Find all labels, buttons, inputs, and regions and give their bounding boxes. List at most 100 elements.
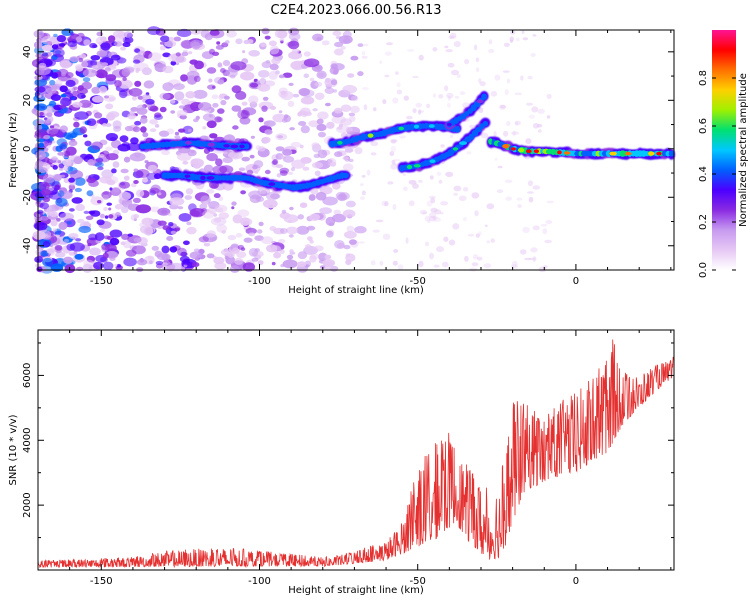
spectrogram-noise-cell <box>72 101 83 108</box>
spectrogram-noise-cell <box>105 74 117 82</box>
spectrogram-noise-cell <box>192 262 200 268</box>
spectrogram-noise-cell <box>447 95 451 101</box>
spectrogram-noise-cell <box>51 44 59 50</box>
spectrogram-noise-cell <box>340 118 352 126</box>
x-tick-label: -50 <box>410 276 426 287</box>
spectrogram-noise-cell <box>180 39 195 49</box>
spectrogram-noise-cell <box>174 135 181 139</box>
spectrogram-noise-cell <box>287 171 294 175</box>
spectrogram-noise-cell <box>49 157 59 164</box>
spectrogram-noise-cell <box>162 225 170 231</box>
spectrogram-noise-cell <box>123 257 137 267</box>
spectrogram-noise-cell <box>42 241 51 248</box>
spectrogram-noise-cell <box>133 62 149 72</box>
spectrogram-noise-cell <box>186 226 197 235</box>
spectrogram-noise-cell <box>480 132 489 139</box>
x-tick-label: 0 <box>573 276 579 287</box>
spectrogram-noise-cell <box>315 191 327 201</box>
spectrogram-noise-cell <box>276 173 281 178</box>
spectrogram-noise-cell <box>194 248 200 253</box>
spectrogram-noise-cell <box>92 64 99 69</box>
spectrogram-noise-cell <box>59 167 64 171</box>
spectrogram-noise-cell <box>349 115 356 123</box>
spectrogram-noise-cell <box>212 165 228 174</box>
spectrogram-noise-cell <box>169 246 178 253</box>
spectrogram-noise-cell <box>278 239 286 244</box>
spectrogram-noise-cell <box>133 180 139 184</box>
spectrogram-noise-cell <box>131 182 137 188</box>
spectrogram-noise-cell <box>484 224 488 228</box>
spectrogram-noise-cell <box>34 46 44 55</box>
spectrogram-noise-cell <box>546 115 551 119</box>
spectrogram-cell <box>206 176 215 180</box>
spectrogram-noise-cell <box>234 257 244 265</box>
spectrogram-noise-cell <box>471 192 480 199</box>
spectrogram-noise-cell <box>342 156 350 161</box>
spectrogram-noise-cell <box>475 67 480 73</box>
spectrogram-noise-cell <box>86 255 96 263</box>
spectrogram-noise-cell <box>129 110 135 116</box>
spectrogram-noise-cell <box>309 213 321 221</box>
spectrogram-noise-cell <box>546 93 552 100</box>
spectrogram-cell <box>446 122 452 127</box>
snr-series-line <box>37 339 675 569</box>
spectrogram-noise-cell <box>330 79 338 86</box>
spectrogram-noise-cell <box>49 210 58 218</box>
spectrogram-noise-cell <box>511 260 518 268</box>
spectrogram-noise-cell <box>114 80 122 88</box>
spectrogram-noise-cell <box>382 99 387 105</box>
spectrogram-noise-cell <box>35 120 44 125</box>
spectrogram-noise-cell <box>175 62 180 66</box>
spectrogram-noise-cell <box>430 207 438 213</box>
spectrogram-noise-cell <box>50 219 58 227</box>
spectrogram-noise-cell <box>37 167 48 174</box>
spectrogram-noise-cell <box>243 237 253 243</box>
spectrogram-noise-cell <box>112 161 120 168</box>
spectrogram-noise-cell <box>440 201 449 206</box>
spectrogram-noise-cell <box>316 118 324 125</box>
spectrogram-noise-cell <box>54 244 63 251</box>
spectrogram-noise-cell <box>343 244 351 250</box>
spectrogram-noise-cell <box>262 136 271 144</box>
spectrogram-noise-cell <box>226 30 237 38</box>
spectrogram-noise-cell <box>257 260 264 266</box>
spectrogram-noise-cell <box>334 151 343 158</box>
spectrogram-noise-cell <box>348 112 356 117</box>
spectrogram-noise-cell <box>517 204 522 208</box>
spectrogram-cell <box>609 151 617 156</box>
spectrogram-cell <box>517 148 525 153</box>
spectrogram-noise-cell <box>208 78 213 83</box>
spectrogram-noise-cell <box>66 243 76 251</box>
spectrogram-noise-cell <box>39 181 50 191</box>
spectrogram-noise-cell <box>434 209 442 215</box>
spectrogram-noise-cell <box>107 35 116 43</box>
spectrogram-noise-cell <box>73 251 78 255</box>
spectrogram-noise-cell <box>121 233 130 240</box>
spectrogram-noise-cell <box>275 153 284 160</box>
spectrogram-noise-cell <box>63 238 70 243</box>
spectrogram-noise-cell <box>479 81 486 87</box>
spectrogram-noise-cell <box>324 254 332 260</box>
spectrogram-noise-cell <box>153 114 163 120</box>
spectrogram-noise-cell <box>262 96 269 101</box>
spectrogram-noise-cell <box>135 204 151 214</box>
spectrogram-noise-cell <box>59 143 68 150</box>
spectrogram-cell <box>625 151 632 156</box>
spectrogram-noise-cell <box>100 213 105 219</box>
spectrogram-noise-cell <box>490 238 495 243</box>
spectrogram-noise-cell <box>90 210 101 217</box>
spectrogram-noise-cell <box>60 174 66 178</box>
spectrogram-noise-cell <box>308 120 320 128</box>
spectrogram-cell <box>342 172 349 179</box>
spectrogram-noise-cell <box>83 134 88 138</box>
spectrogram-noise-cell <box>49 125 55 129</box>
spectrogram-noise-cell <box>406 115 413 120</box>
y-tick-label: 2000 <box>22 492 33 517</box>
spectrogram-noise-cell <box>426 200 433 207</box>
spectrogram-noise-cell <box>444 45 449 49</box>
x-tick-label: 0 <box>573 576 579 587</box>
spectrogram-noise-cell <box>338 123 344 128</box>
spectrogram-noise-cell <box>319 207 332 215</box>
spectrogram-noise-cell <box>41 52 49 59</box>
spectrogram-noise-cell <box>286 254 294 260</box>
